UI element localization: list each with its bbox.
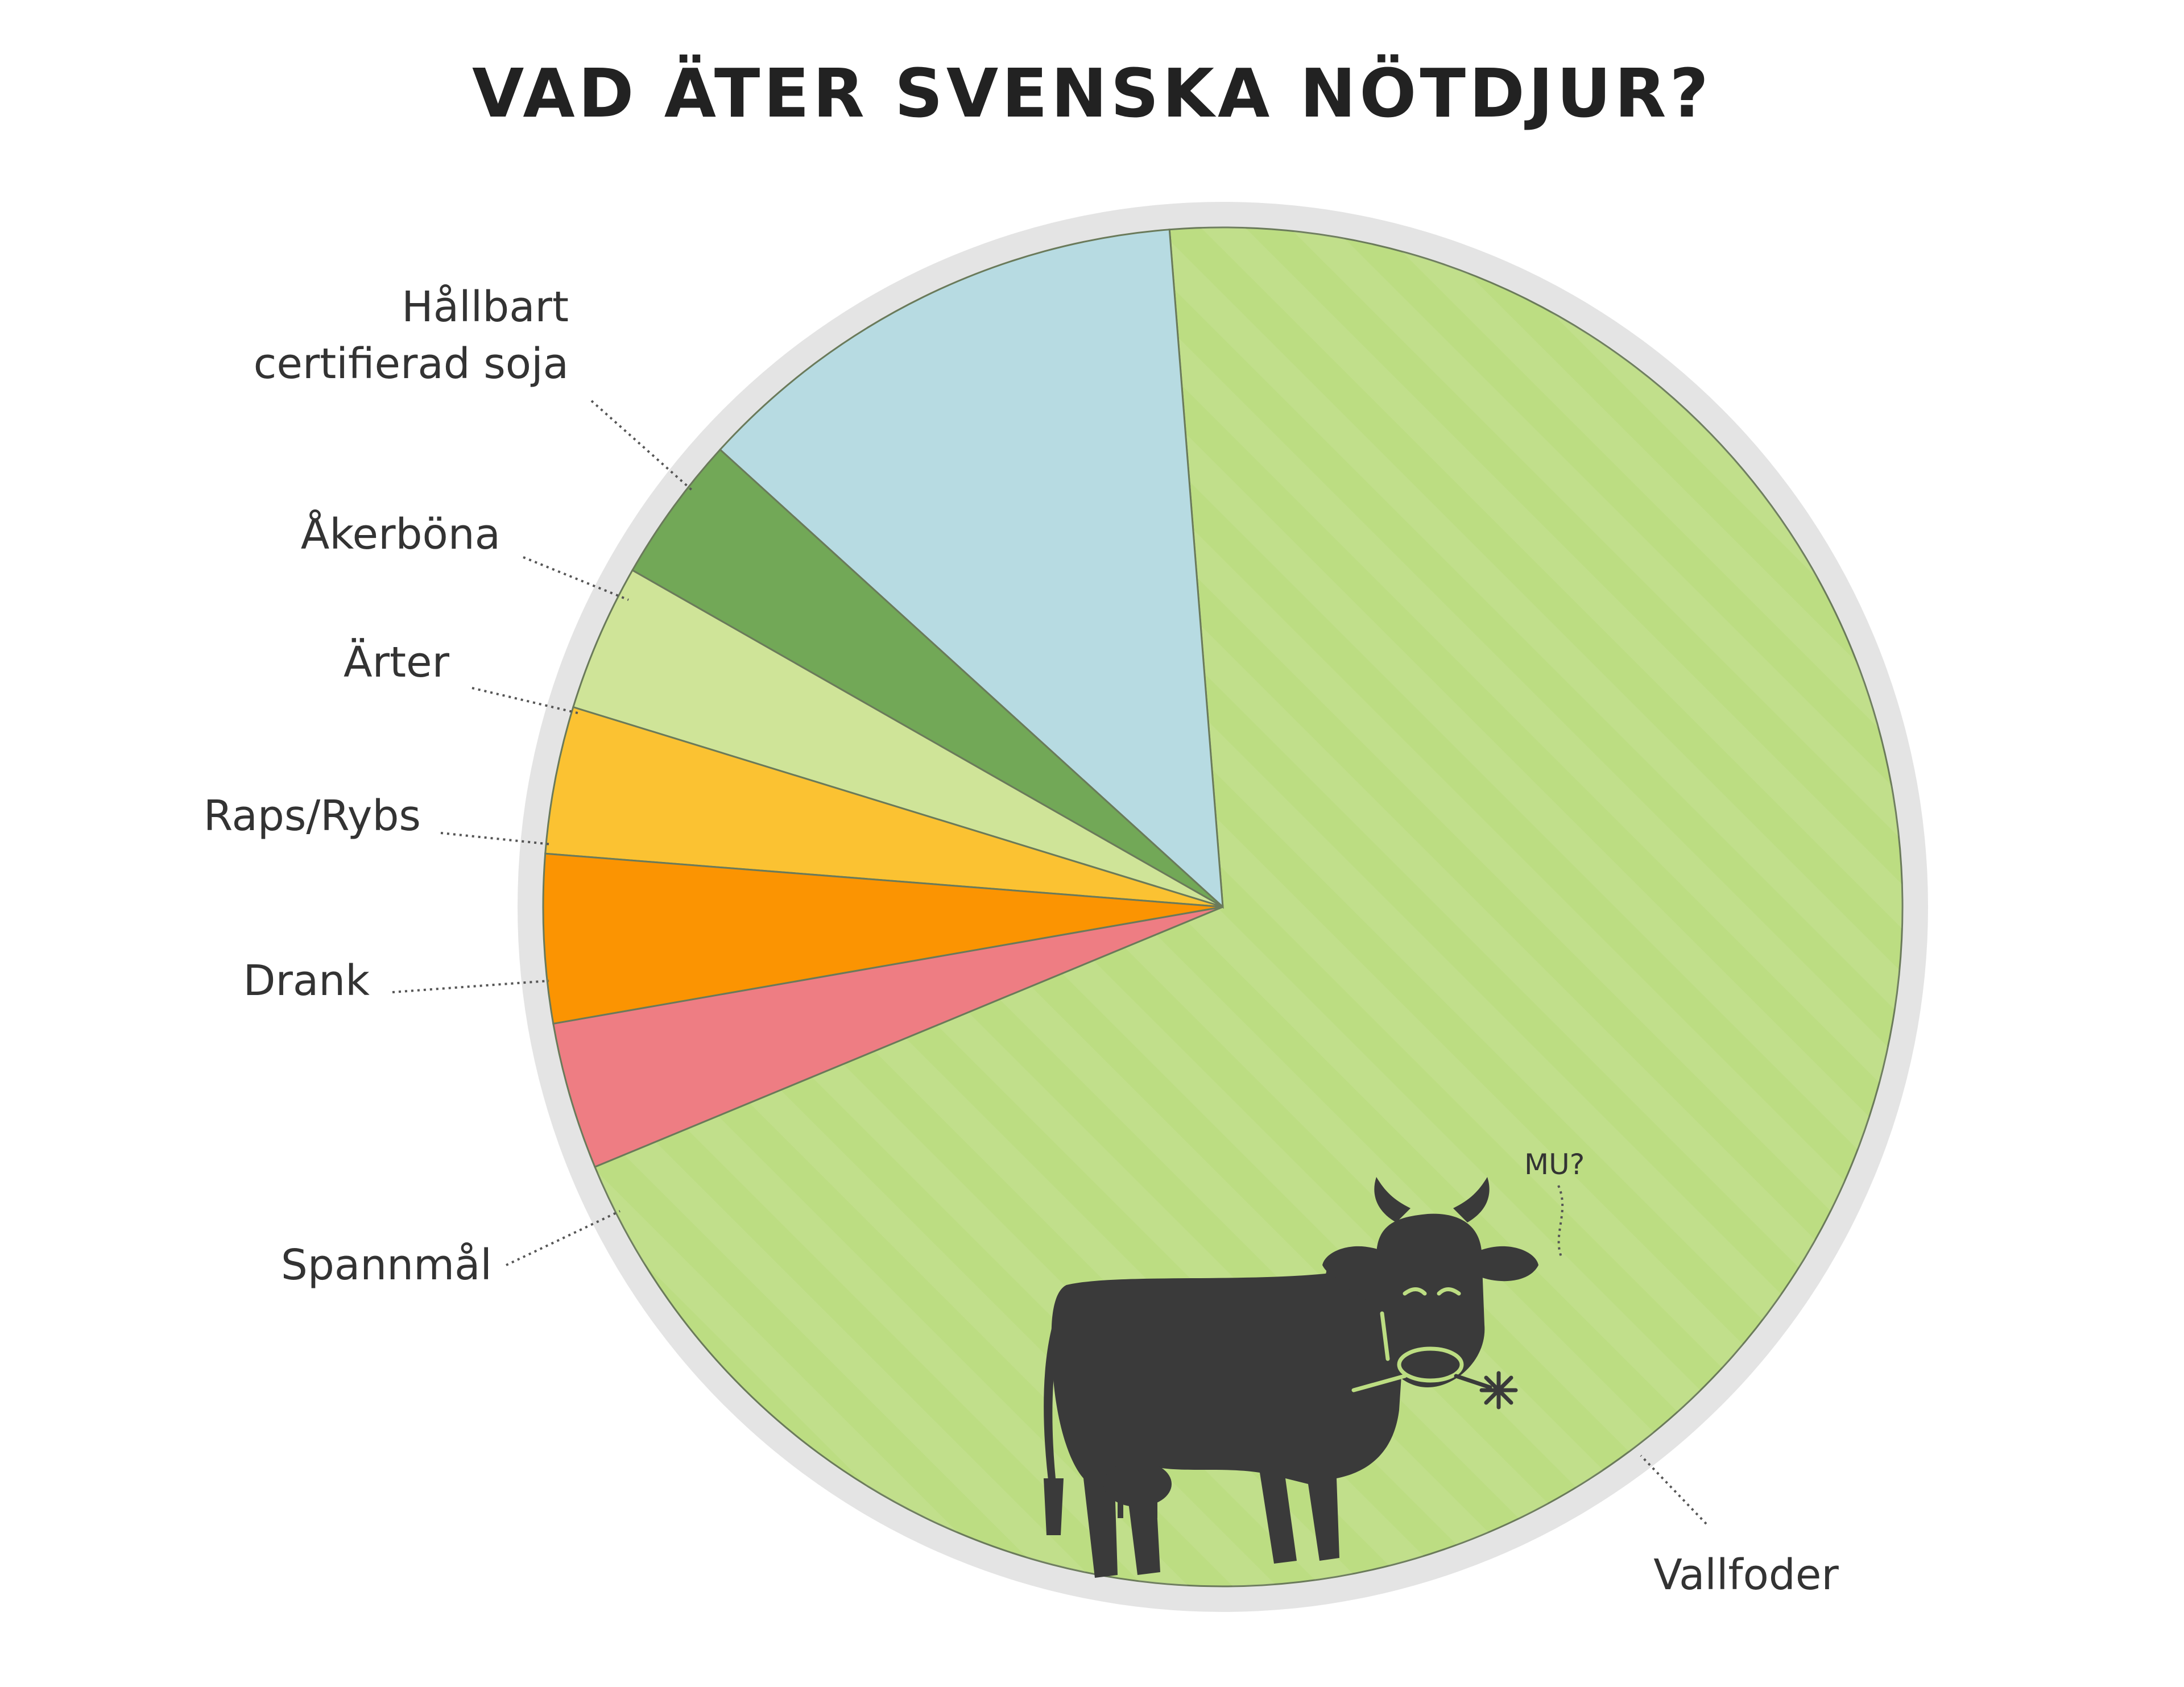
pie-slice-hållbart-certifierad-soja: [552, 906, 1223, 1168]
cow-icon: [1044, 1177, 1538, 1578]
slice-label: Raps/Rybs: [204, 791, 421, 840]
pie-slice-drank: [631, 448, 1224, 908]
pie-slice-ärter: [544, 706, 1223, 908]
cow-face: [1351, 1287, 1464, 1392]
leader-lines: [392, 400, 1707, 1525]
slice-label: Spannmål: [281, 1241, 492, 1290]
mu-annotation: MU?: [1524, 1148, 1585, 1181]
mu-leader: [1557, 1185, 1564, 1257]
slice-label: Åkerböna: [301, 509, 500, 559]
pie-slices: [542, 226, 1904, 1587]
slice-label: Drank: [243, 956, 370, 1005]
leader-line: [392, 980, 549, 993]
pie-slice-raps-rybs: [572, 569, 1223, 908]
slice-label: Ärter: [344, 637, 450, 687]
flower-icon: [1454, 1371, 1518, 1410]
leader-line: [506, 1210, 621, 1266]
vallfoder-stripes: [594, 227, 1903, 1587]
pie-slice-åkerböna: [542, 852, 1223, 1025]
leader-line: [590, 400, 695, 493]
page-title: VAD ÄTER SVENSKA NÖTDJUR?: [472, 54, 1712, 132]
slice-label: Hållbart certifierad soja: [254, 283, 569, 388]
pie-slice-spannmål: [719, 229, 1224, 909]
slice-labels: Vallfoder Spannmål Drank Raps/Rybs Ärter Åker…: [204, 283, 1839, 1599]
leader-line: [523, 556, 629, 601]
slice-label: Vallfoder: [1653, 1551, 1839, 1599]
